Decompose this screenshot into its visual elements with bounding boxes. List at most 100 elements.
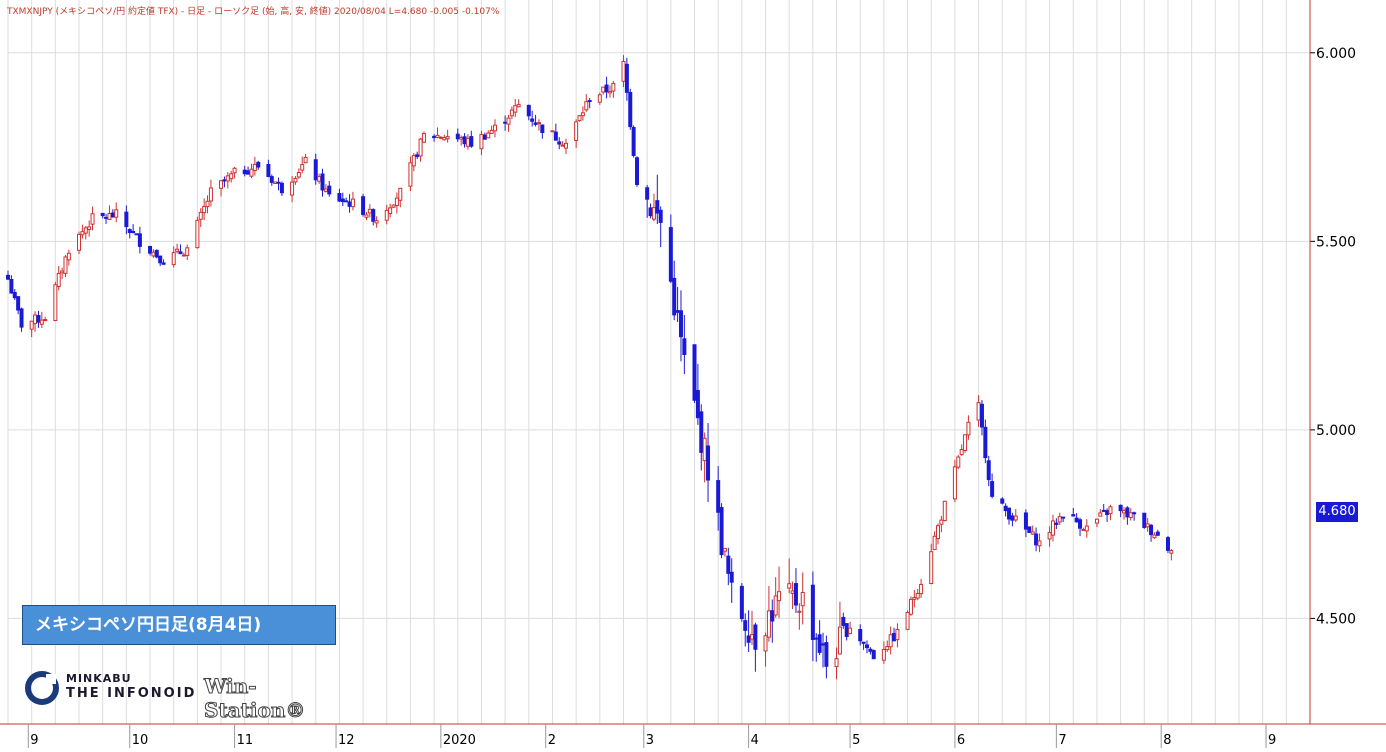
candle-body xyxy=(337,193,342,202)
candle-body xyxy=(513,105,518,113)
candle-body xyxy=(536,122,541,125)
candle-body xyxy=(675,310,680,313)
candle-body xyxy=(868,648,873,652)
candle-body xyxy=(797,610,802,613)
candle-body xyxy=(952,466,957,500)
candle-body xyxy=(134,233,139,236)
candle-body xyxy=(411,155,416,167)
candle-body xyxy=(560,144,565,147)
candle-body xyxy=(110,212,115,218)
candle-body xyxy=(100,212,105,217)
candle-body xyxy=(53,284,58,322)
candle-body xyxy=(391,204,396,208)
candle-body xyxy=(881,648,886,661)
candle-body xyxy=(1037,540,1042,547)
candle-body xyxy=(279,182,284,194)
candle-body xyxy=(584,101,589,111)
candle-body xyxy=(912,597,917,600)
candle-body xyxy=(1007,507,1012,520)
candle-body xyxy=(83,227,88,234)
candle-body xyxy=(367,208,372,214)
candle-body xyxy=(9,279,14,294)
candle-body xyxy=(699,411,704,453)
x-tick-label: 2 xyxy=(548,733,556,748)
candle-body xyxy=(296,172,301,178)
candle-body xyxy=(114,209,119,218)
candle-body xyxy=(1023,512,1028,530)
candle-body xyxy=(1074,517,1079,523)
candle-body xyxy=(462,136,467,145)
candle-body xyxy=(435,134,440,138)
candle-body xyxy=(323,188,328,192)
candle-body xyxy=(976,402,981,421)
candle-body xyxy=(766,610,771,638)
candle-body xyxy=(1047,532,1052,540)
candle-body xyxy=(1125,507,1130,518)
candle-body xyxy=(273,181,278,184)
candle-body xyxy=(810,584,815,640)
candle-body xyxy=(374,220,379,224)
candle-body xyxy=(550,130,555,133)
candle-body xyxy=(959,449,964,456)
candle-body xyxy=(1094,518,1099,524)
candle-body xyxy=(885,646,890,651)
candle-body xyxy=(983,426,988,459)
candle-body xyxy=(90,213,95,225)
candle-body xyxy=(871,650,876,660)
candle-body xyxy=(777,591,782,602)
candle-body xyxy=(557,141,562,145)
candle-body xyxy=(469,136,474,147)
candle-body xyxy=(249,168,254,177)
candle-body xyxy=(256,161,261,168)
candle-body xyxy=(459,137,464,140)
candle-body xyxy=(1098,512,1103,517)
candle-body xyxy=(482,134,487,140)
candle-body xyxy=(607,90,612,94)
candle-body xyxy=(320,173,325,191)
candle-body xyxy=(252,163,257,171)
candle-body xyxy=(232,167,237,174)
candle-body xyxy=(39,319,44,325)
candle-body xyxy=(743,620,748,631)
candle-body xyxy=(222,179,227,182)
candle-body xyxy=(651,207,656,220)
candle-body xyxy=(621,60,626,82)
candle-body xyxy=(171,252,176,266)
candle-body xyxy=(1122,509,1126,514)
candle-body xyxy=(432,135,437,139)
candle-body xyxy=(861,641,866,644)
candle-body xyxy=(1027,526,1032,533)
candle-body xyxy=(726,555,731,574)
candle-body xyxy=(821,643,826,646)
candle-body xyxy=(293,177,298,183)
candle-body xyxy=(445,136,450,140)
candle-body xyxy=(682,338,687,355)
minkabu-logo-icon xyxy=(25,671,59,705)
candle-body xyxy=(817,634,822,653)
candle-body xyxy=(225,175,230,182)
candle-body xyxy=(692,344,697,401)
candle-body xyxy=(678,310,683,338)
chart-title-badge: メキシコペソ円日足(8月4日) xyxy=(22,605,336,645)
candle-body xyxy=(1152,534,1157,539)
candle-body xyxy=(604,84,609,93)
candle-body xyxy=(327,185,332,195)
candle-body xyxy=(178,251,183,255)
candle-body xyxy=(787,583,792,589)
candle-body xyxy=(1169,550,1174,554)
candle-body xyxy=(104,216,109,219)
candle-body xyxy=(202,206,207,214)
candle-body xyxy=(729,571,734,583)
candle-body xyxy=(580,112,585,117)
x-tick-label: 9 xyxy=(1268,733,1276,748)
candle-body xyxy=(533,122,538,125)
candle-body xyxy=(384,209,389,221)
candle-body xyxy=(415,154,420,158)
candle-body xyxy=(628,92,633,128)
candle-body xyxy=(929,551,934,585)
candle-body xyxy=(966,421,971,436)
candle-body xyxy=(577,115,582,122)
candle-body xyxy=(1054,522,1059,525)
candle-body xyxy=(719,507,724,556)
